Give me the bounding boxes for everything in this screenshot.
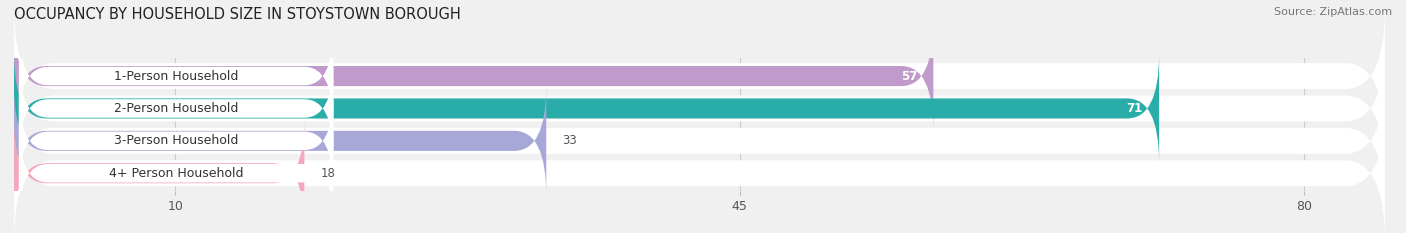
FancyBboxPatch shape: [14, 86, 547, 195]
FancyBboxPatch shape: [14, 54, 1159, 163]
Text: 71: 71: [1126, 102, 1143, 115]
Text: OCCUPANCY BY HOUSEHOLD SIZE IN STOYSTOWN BOROUGH: OCCUPANCY BY HOUSEHOLD SIZE IN STOYSTOWN…: [14, 7, 461, 22]
FancyBboxPatch shape: [18, 59, 333, 158]
FancyBboxPatch shape: [14, 73, 1385, 209]
FancyBboxPatch shape: [14, 119, 304, 228]
Text: 4+ Person Household: 4+ Person Household: [108, 167, 243, 180]
Text: 3-Person Household: 3-Person Household: [114, 134, 239, 147]
Text: 33: 33: [562, 134, 576, 147]
Text: 57: 57: [901, 70, 917, 82]
Text: 18: 18: [321, 167, 336, 180]
FancyBboxPatch shape: [14, 41, 1385, 176]
FancyBboxPatch shape: [14, 8, 1385, 144]
Text: 1-Person Household: 1-Person Household: [114, 70, 239, 82]
FancyBboxPatch shape: [14, 105, 1385, 233]
FancyBboxPatch shape: [18, 27, 333, 125]
FancyBboxPatch shape: [18, 124, 333, 222]
FancyBboxPatch shape: [14, 21, 934, 131]
Text: 2-Person Household: 2-Person Household: [114, 102, 239, 115]
FancyBboxPatch shape: [18, 92, 333, 190]
Text: Source: ZipAtlas.com: Source: ZipAtlas.com: [1274, 7, 1392, 17]
